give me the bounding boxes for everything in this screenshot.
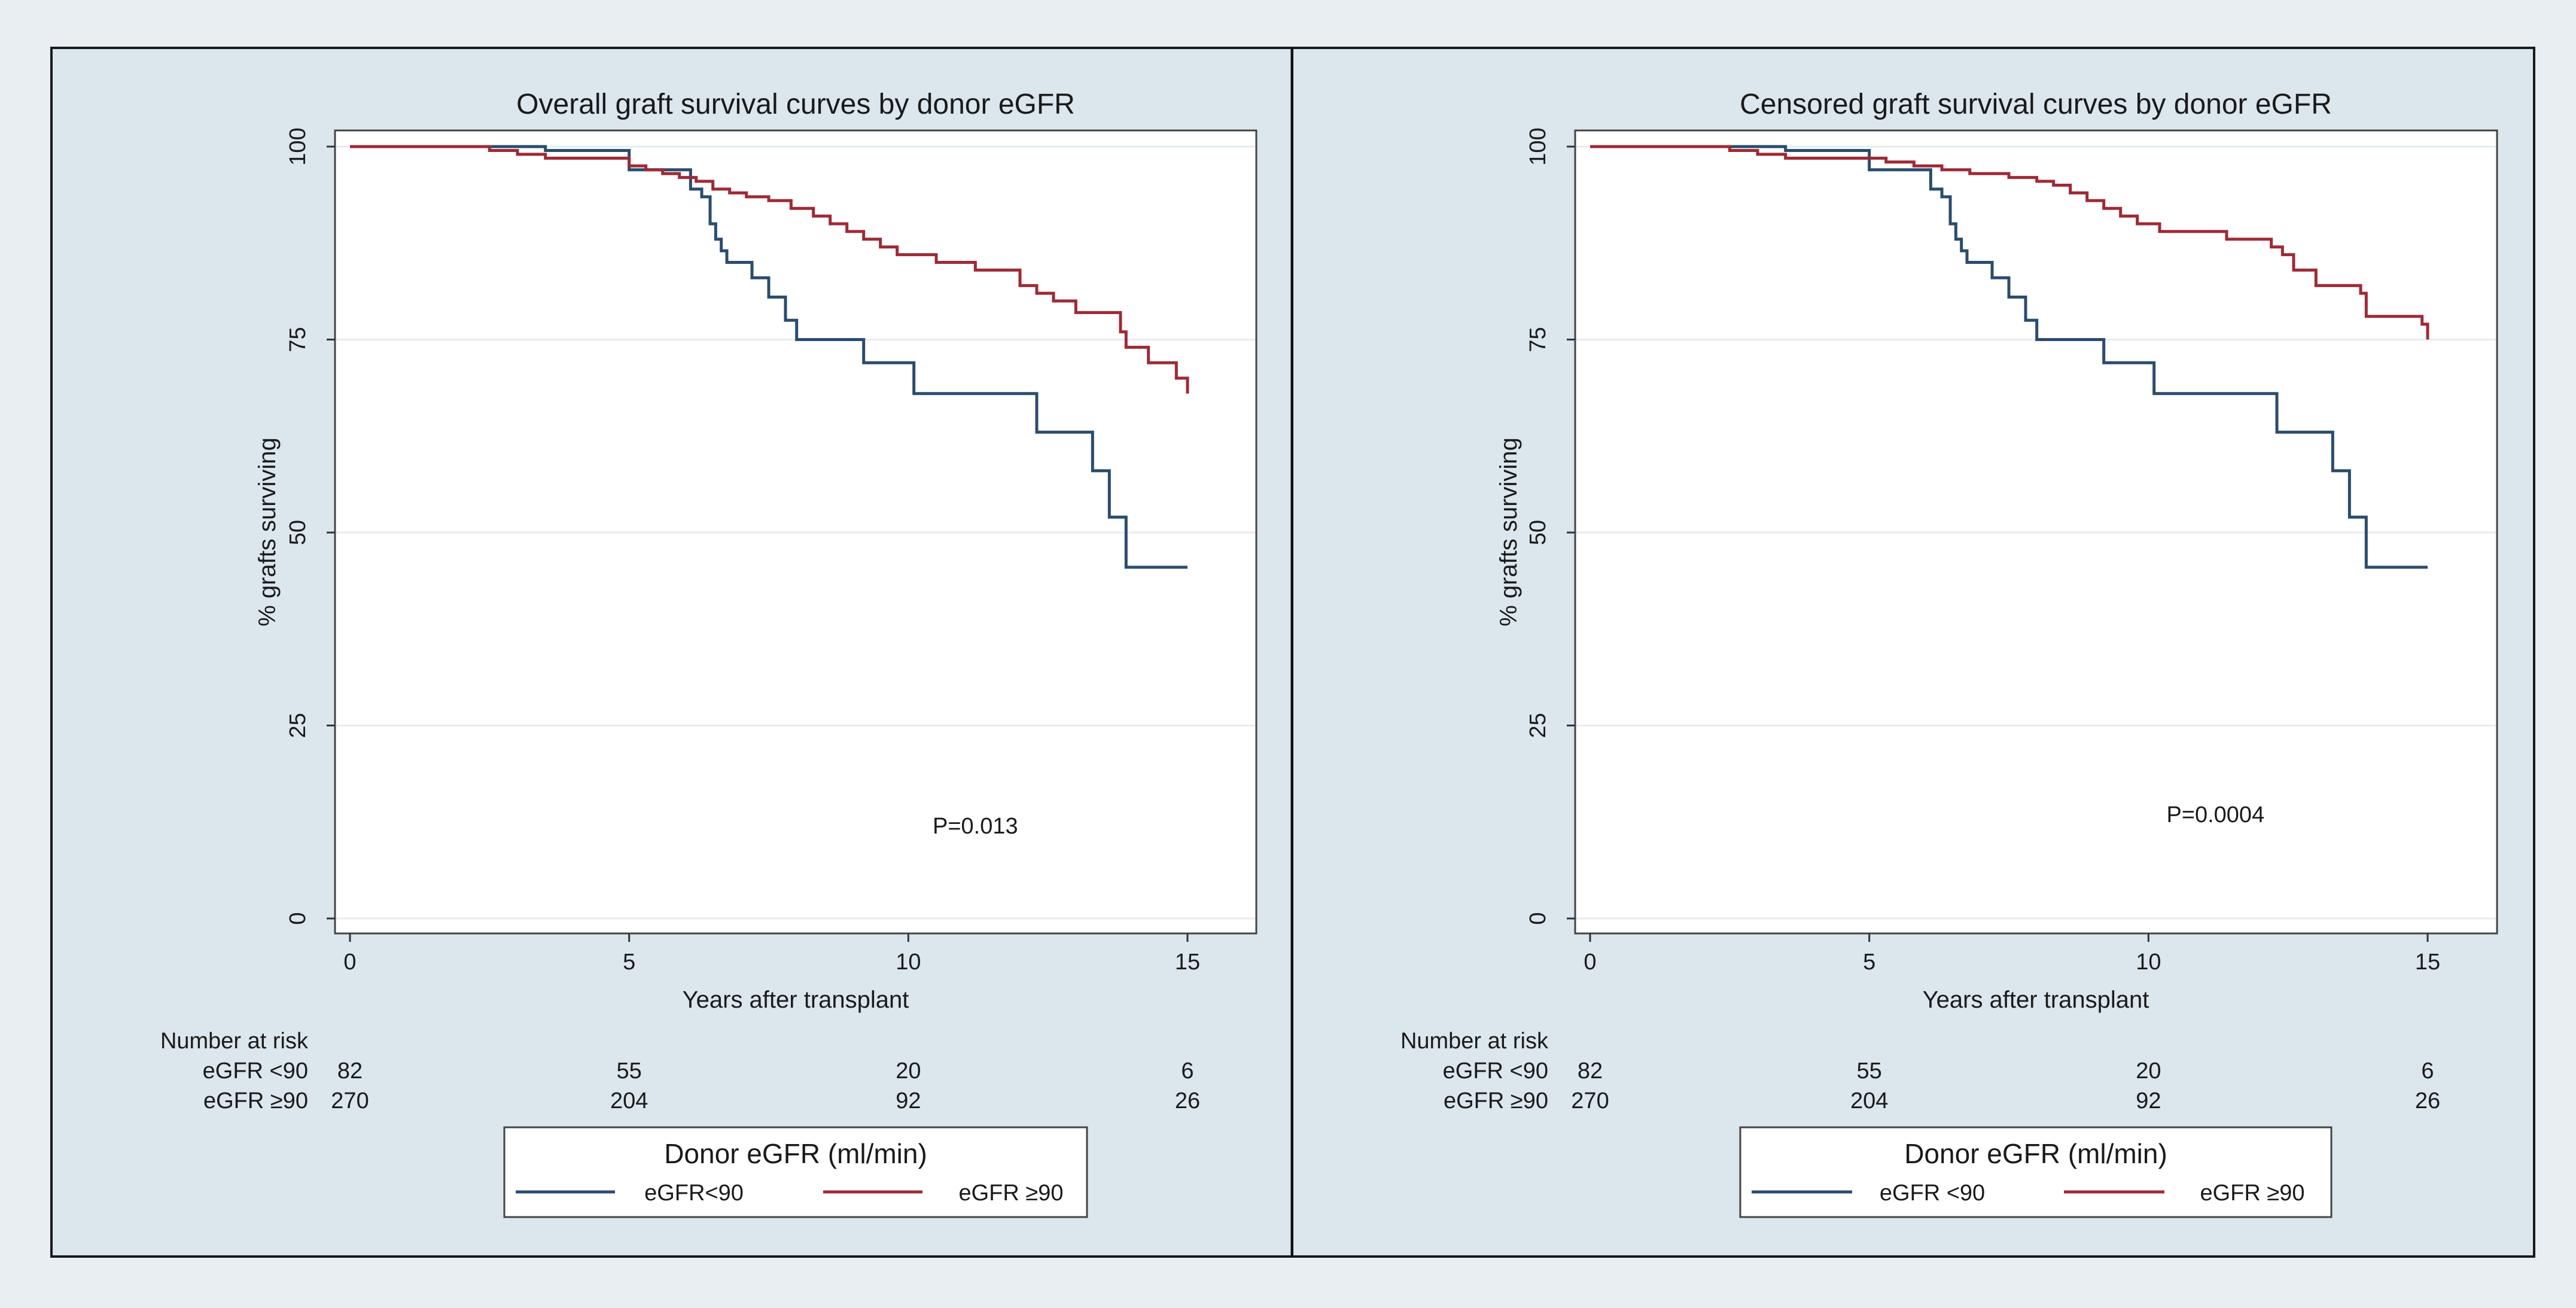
- risk-cell: 20: [2136, 1058, 2161, 1084]
- survival-curves: [1590, 145, 2429, 569]
- y-tick-label: 75: [285, 327, 310, 352]
- risk-cell: 82: [1578, 1058, 1603, 1084]
- risk-row-label-high: eGFR ≥90: [203, 1088, 308, 1114]
- p-value-annotation: P=0.013: [933, 814, 1018, 839]
- number-at-risk-table: Number at risk eGFR <90 eGFR ≥90 82 55 20 6…: [1400, 1029, 2440, 1114]
- legend-box: [1739, 1126, 2333, 1218]
- x-axis: 0 5 10 15: [1584, 933, 2440, 975]
- legend-box: [503, 1126, 1088, 1218]
- risk-cell: 55: [617, 1058, 642, 1084]
- x-axis-label: Years after transplant: [683, 987, 909, 1013]
- risk-table-heading: Number at risk: [160, 1029, 309, 1054]
- risk-cell: 82: [337, 1058, 363, 1084]
- risk-cell: 270: [331, 1088, 369, 1114]
- y-tick-label: 50: [1525, 520, 1551, 545]
- survival-curves: [350, 145, 1189, 569]
- y-tick-label: 75: [1525, 327, 1551, 352]
- x-tick-label: 10: [2136, 950, 2161, 975]
- chart-title: Overall graft survival curves by donor e…: [516, 89, 1075, 120]
- risk-cell: 20: [896, 1058, 921, 1084]
- x-tick-label: 0: [343, 950, 356, 975]
- y-axis-label: % grafts surviving: [1496, 437, 1522, 626]
- legend-entry-high: eGFR ≥90: [958, 1181, 1063, 1206]
- p-value-annotation: P=0.0004: [2166, 802, 2264, 828]
- legend-title: Donor eGFR (ml/min): [664, 1138, 927, 1169]
- number-at-risk-table: Number at risk eGFR <90 eGFR ≥90 82 55 20 6…: [160, 1029, 1200, 1114]
- risk-table-heading: Number at risk: [1400, 1029, 1549, 1054]
- gridlines: [336, 145, 1255, 920]
- y-tick-label: 0: [1525, 912, 1551, 924]
- legend: Donor eGFR (ml/min) eGFR<90 eGFR ≥90: [503, 1126, 1088, 1218]
- risk-cell: 6: [2421, 1058, 2434, 1084]
- y-axis: 0 25 50 75 100: [1525, 127, 1575, 925]
- risk-row-label-low: eGFR <90: [1443, 1058, 1548, 1084]
- risk-cell: 204: [1850, 1088, 1888, 1114]
- risk-cells: 82 55 20 6 270 204 92 26: [331, 1058, 1200, 1114]
- risk-row-label-high: eGFR ≥90: [1444, 1088, 1548, 1114]
- risk-cells: 82 55 20 6 270 204 92 26: [1571, 1058, 2440, 1114]
- risk-cell: 55: [1857, 1058, 1882, 1084]
- survival-curve-low-egfr: [350, 145, 1187, 569]
- x-tick-label: 0: [1584, 950, 1596, 975]
- x-tick-label: 15: [1175, 950, 1200, 975]
- y-axis: 0 25 50 75 100: [285, 127, 335, 925]
- panel-overall-survival: Overall graft survival curves by donor e…: [53, 49, 1291, 1255]
- survival-curve-high-egfr: [1590, 145, 2429, 340]
- chart-title: Censored graft survival curves by donor …: [1740, 89, 2332, 120]
- y-tick-label: 50: [285, 520, 310, 545]
- y-tick-label: 0: [285, 912, 310, 924]
- risk-cell: 270: [1571, 1088, 1609, 1114]
- risk-cell: 26: [2415, 1088, 2440, 1114]
- risk-cell: 26: [1175, 1088, 1200, 1114]
- legend-entry-low: eGFR <90: [1880, 1181, 1985, 1206]
- legend-entry-high: eGFR ≥90: [2200, 1181, 2304, 1206]
- y-tick-label: 100: [285, 127, 310, 165]
- legend-entry-low: eGFR<90: [644, 1181, 744, 1206]
- survival-curve-high-egfr: [350, 145, 1189, 394]
- y-tick-label: 25: [1525, 713, 1551, 738]
- x-tick-label: 5: [623, 950, 635, 975]
- risk-cell: 6: [1181, 1058, 1193, 1084]
- x-tick-label: 5: [1863, 950, 1875, 975]
- legend-title: Donor eGFR (ml/min): [1904, 1138, 2167, 1169]
- risk-cell: 204: [610, 1088, 648, 1114]
- risk-cell: 92: [2136, 1088, 2161, 1114]
- y-tick-label: 25: [285, 713, 310, 738]
- panel-censored-survival: Censored graft survival curves by donor …: [1293, 49, 2533, 1255]
- x-tick-label: 10: [896, 950, 921, 975]
- risk-cell: 92: [896, 1088, 921, 1114]
- survival-curve-low-egfr: [1590, 145, 2428, 569]
- x-axis: 0 5 10 15: [343, 933, 1200, 975]
- x-axis-label: Years after transplant: [1923, 987, 2149, 1013]
- y-axis-label: % grafts surviving: [254, 437, 281, 626]
- y-tick-label: 100: [1525, 127, 1551, 165]
- risk-row-label-low: eGFR <90: [203, 1058, 308, 1084]
- legend: Donor eGFR (ml/min) eGFR <90 eGFR ≥90: [1739, 1126, 2333, 1218]
- x-tick-label: 15: [2415, 950, 2440, 975]
